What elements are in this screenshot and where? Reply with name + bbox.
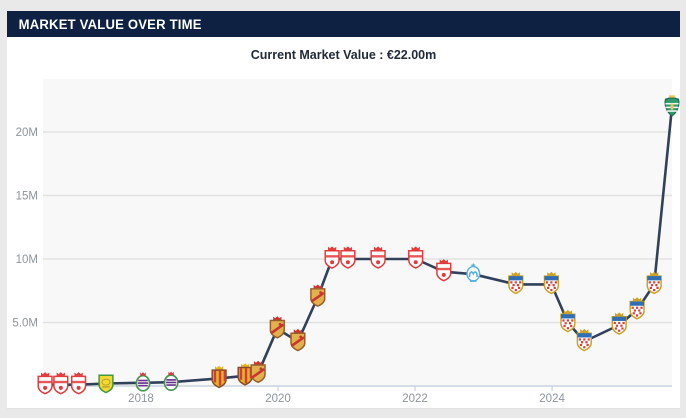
panel-header: MARKET VALUE OVER TIME bbox=[7, 11, 680, 37]
club-crest-icon-blue-red-check[interactable] bbox=[508, 271, 524, 295]
club-crest-icon-gold-red[interactable] bbox=[310, 284, 326, 307]
y-axis-label: 20M bbox=[16, 127, 38, 139]
club-crest-icon-gold-red[interactable] bbox=[290, 328, 306, 352]
club-crest-icon-gold-red[interactable] bbox=[250, 360, 266, 384]
y-axis-label: 5.0M bbox=[12, 317, 38, 329]
club-crest-icon-blue-red-check[interactable] bbox=[646, 271, 662, 295]
club-crest-icon-red-white[interactable] bbox=[324, 246, 340, 269]
club-crest-icon-blue-red-check[interactable] bbox=[560, 309, 576, 333]
chart-plot-area bbox=[43, 79, 672, 386]
club-crest-icon-gold-red[interactable] bbox=[269, 316, 285, 339]
market-value-panel: MARKET VALUE OVER TIME Current Market Va… bbox=[7, 11, 680, 409]
club-crest-icon-blue-red-check[interactable] bbox=[576, 328, 592, 352]
club-crest-icon-light-blue[interactable] bbox=[466, 263, 481, 282]
club-crest-icon-red-white[interactable] bbox=[340, 246, 356, 269]
y-axis-label: 10M bbox=[16, 254, 38, 266]
x-axis-label: 2020 bbox=[265, 393, 291, 405]
club-crest-icon-red-white[interactable] bbox=[53, 372, 69, 395]
club-crest-icon-purple-white[interactable] bbox=[135, 372, 151, 392]
x-axis-label: 2024 bbox=[539, 393, 565, 405]
club-crest-icon-blue-red-check[interactable] bbox=[629, 297, 645, 320]
club-crest-icon-green[interactable] bbox=[664, 95, 680, 117]
y-axis-label: 15M bbox=[16, 190, 38, 202]
club-crest-icon-red-white[interactable] bbox=[70, 372, 87, 395]
panel-title: MARKET VALUE OVER TIME bbox=[18, 16, 202, 32]
club-crest-icon-red-white[interactable] bbox=[37, 372, 53, 395]
current-market-value-text: Current Market Value : €22.00m bbox=[250, 48, 437, 62]
club-crest-icon-red-white[interactable] bbox=[370, 246, 386, 269]
club-crest-icon-blue-red-check[interactable] bbox=[543, 271, 560, 295]
club-crest-icon-red-white[interactable] bbox=[408, 246, 424, 269]
x-axis-label: 2018 bbox=[128, 393, 154, 405]
club-crest-icon-red-yellow[interactable] bbox=[211, 365, 227, 389]
chart-svg: 5.0M 10M 15M 20M 2018 2020 2022 2024 bbox=[12, 79, 680, 405]
club-crest-icon-blue-red-check[interactable] bbox=[611, 312, 627, 335]
market-value-chart: 5.0M 10M 15M 20M 2018 2020 2022 2024 bbox=[7, 73, 680, 409]
club-crest-icon-purple-white[interactable] bbox=[163, 371, 179, 392]
x-axis-label: 2022 bbox=[402, 393, 428, 405]
club-crest-icon-yellow-green[interactable] bbox=[98, 374, 114, 394]
club-crest-icon-red-white[interactable] bbox=[436, 259, 452, 282]
